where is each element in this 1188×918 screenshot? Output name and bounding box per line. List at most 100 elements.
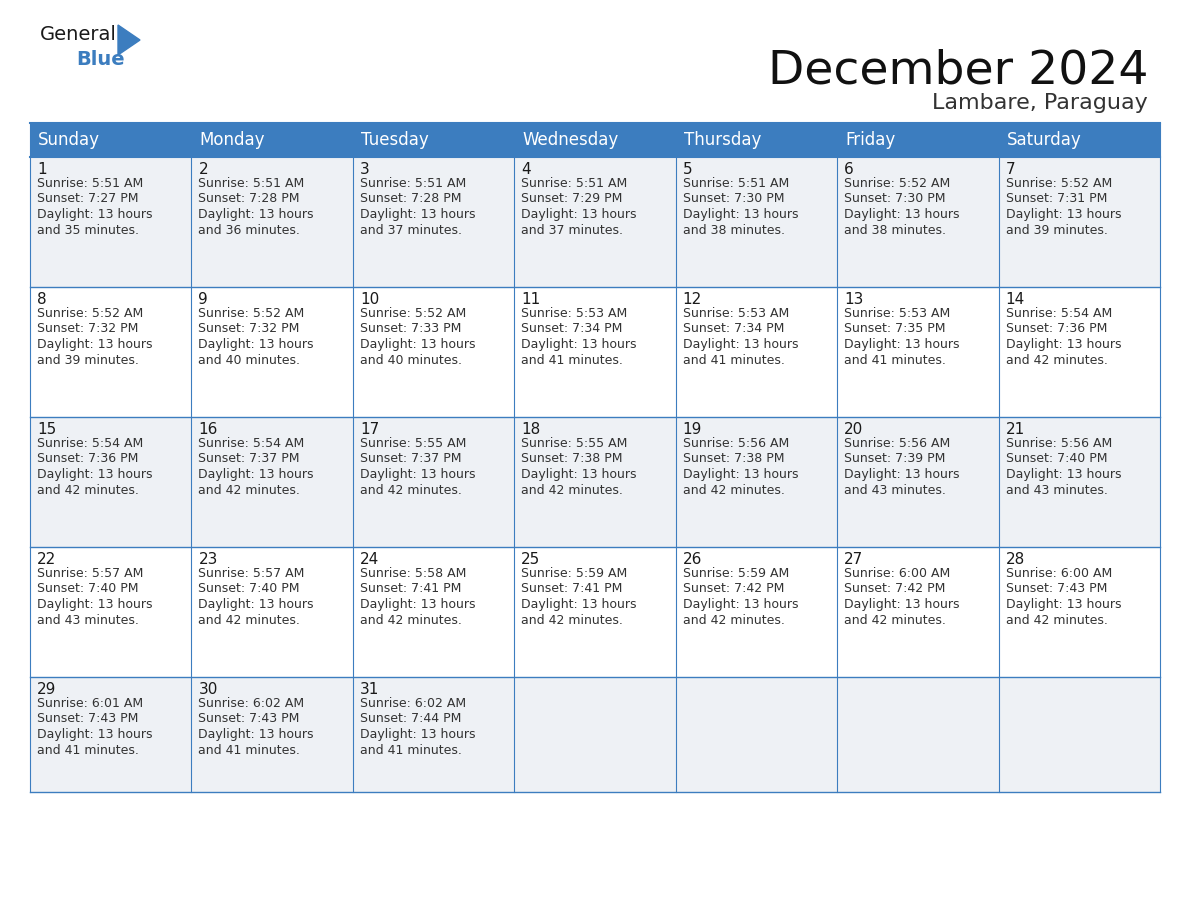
- Text: Sunset: 7:42 PM: Sunset: 7:42 PM: [845, 583, 946, 596]
- Text: Sunset: 7:27 PM: Sunset: 7:27 PM: [37, 193, 139, 206]
- Text: Daylight: 13 hours: Daylight: 13 hours: [37, 468, 152, 481]
- Bar: [838, 547, 999, 677]
- Text: Sunset: 7:37 PM: Sunset: 7:37 PM: [360, 453, 461, 465]
- Text: and 40 minutes.: and 40 minutes.: [360, 353, 462, 366]
- Text: Daylight: 13 hours: Daylight: 13 hours: [360, 468, 475, 481]
- Text: Daylight: 13 hours: Daylight: 13 hours: [37, 338, 152, 351]
- Text: 7: 7: [1005, 162, 1016, 177]
- Text: Daylight: 13 hours: Daylight: 13 hours: [37, 208, 152, 221]
- Bar: [514, 417, 676, 547]
- Bar: [191, 157, 353, 287]
- Text: Daylight: 13 hours: Daylight: 13 hours: [360, 598, 475, 611]
- Text: and 37 minutes.: and 37 minutes.: [360, 223, 462, 237]
- Text: and 41 minutes.: and 41 minutes.: [522, 353, 624, 366]
- Text: Sunrise: 6:02 AM: Sunrise: 6:02 AM: [360, 697, 466, 710]
- Text: 25: 25: [522, 552, 541, 567]
- Text: and 42 minutes.: and 42 minutes.: [360, 613, 462, 626]
- Bar: [999, 157, 1159, 287]
- Text: Sunset: 7:44 PM: Sunset: 7:44 PM: [360, 712, 461, 725]
- Text: Sunset: 7:36 PM: Sunset: 7:36 PM: [37, 453, 138, 465]
- Text: and 41 minutes.: and 41 minutes.: [37, 744, 139, 756]
- Text: Sunrise: 5:54 AM: Sunrise: 5:54 AM: [1005, 307, 1112, 320]
- Text: and 38 minutes.: and 38 minutes.: [683, 223, 785, 237]
- Text: Sunrise: 5:53 AM: Sunrise: 5:53 AM: [845, 307, 950, 320]
- Text: 18: 18: [522, 422, 541, 437]
- Bar: [514, 677, 676, 792]
- Text: 3: 3: [360, 162, 369, 177]
- Text: and 36 minutes.: and 36 minutes.: [198, 223, 301, 237]
- Text: Blue: Blue: [76, 50, 125, 69]
- Bar: [191, 677, 353, 792]
- Text: Sunrise: 5:52 AM: Sunrise: 5:52 AM: [37, 307, 144, 320]
- Text: Daylight: 13 hours: Daylight: 13 hours: [845, 208, 960, 221]
- Text: and 41 minutes.: and 41 minutes.: [360, 744, 462, 756]
- Text: Sunrise: 5:55 AM: Sunrise: 5:55 AM: [522, 437, 627, 450]
- Text: and 38 minutes.: and 38 minutes.: [845, 223, 946, 237]
- Text: Sunrise: 5:55 AM: Sunrise: 5:55 AM: [360, 437, 466, 450]
- Text: 19: 19: [683, 422, 702, 437]
- Text: Sunrise: 5:53 AM: Sunrise: 5:53 AM: [522, 307, 627, 320]
- Text: Daylight: 13 hours: Daylight: 13 hours: [683, 208, 798, 221]
- Text: Sunset: 7:41 PM: Sunset: 7:41 PM: [360, 583, 461, 596]
- Text: Sunset: 7:43 PM: Sunset: 7:43 PM: [37, 712, 138, 725]
- Text: Saturday: Saturday: [1006, 131, 1081, 149]
- Bar: [353, 547, 514, 677]
- Text: Sunrise: 5:51 AM: Sunrise: 5:51 AM: [198, 177, 304, 190]
- Text: and 42 minutes.: and 42 minutes.: [198, 484, 301, 497]
- Text: Sunrise: 5:53 AM: Sunrise: 5:53 AM: [683, 307, 789, 320]
- Text: Sunset: 7:30 PM: Sunset: 7:30 PM: [683, 193, 784, 206]
- Text: Sunrise: 5:51 AM: Sunrise: 5:51 AM: [37, 177, 144, 190]
- Text: and 41 minutes.: and 41 minutes.: [198, 744, 301, 756]
- Text: 20: 20: [845, 422, 864, 437]
- Text: 13: 13: [845, 292, 864, 307]
- Text: Daylight: 13 hours: Daylight: 13 hours: [522, 208, 637, 221]
- Text: Daylight: 13 hours: Daylight: 13 hours: [683, 468, 798, 481]
- Text: 17: 17: [360, 422, 379, 437]
- Text: Sunrise: 6:01 AM: Sunrise: 6:01 AM: [37, 697, 143, 710]
- Text: Sunrise: 5:51 AM: Sunrise: 5:51 AM: [683, 177, 789, 190]
- Text: and 42 minutes.: and 42 minutes.: [845, 613, 946, 626]
- Text: Sunset: 7:37 PM: Sunset: 7:37 PM: [198, 453, 299, 465]
- Text: Sunrise: 5:54 AM: Sunrise: 5:54 AM: [37, 437, 144, 450]
- Text: Sunset: 7:38 PM: Sunset: 7:38 PM: [522, 453, 623, 465]
- Text: Sunrise: 5:56 AM: Sunrise: 5:56 AM: [1005, 437, 1112, 450]
- Text: Daylight: 13 hours: Daylight: 13 hours: [522, 338, 637, 351]
- Bar: [999, 417, 1159, 547]
- Text: Daylight: 13 hours: Daylight: 13 hours: [1005, 468, 1121, 481]
- Text: 23: 23: [198, 552, 217, 567]
- Text: 11: 11: [522, 292, 541, 307]
- Bar: [514, 157, 676, 287]
- Bar: [514, 547, 676, 677]
- Bar: [353, 677, 514, 792]
- Text: and 42 minutes.: and 42 minutes.: [522, 613, 624, 626]
- Text: 15: 15: [37, 422, 56, 437]
- Text: Sunset: 7:43 PM: Sunset: 7:43 PM: [1005, 583, 1107, 596]
- Text: and 41 minutes.: and 41 minutes.: [683, 353, 784, 366]
- Text: 21: 21: [1005, 422, 1025, 437]
- Text: 27: 27: [845, 552, 864, 567]
- Text: Sunrise: 5:51 AM: Sunrise: 5:51 AM: [360, 177, 466, 190]
- Text: 10: 10: [360, 292, 379, 307]
- Text: Daylight: 13 hours: Daylight: 13 hours: [522, 468, 637, 481]
- Text: Sunrise: 5:54 AM: Sunrise: 5:54 AM: [198, 437, 304, 450]
- Text: Sunset: 7:33 PM: Sunset: 7:33 PM: [360, 322, 461, 335]
- Text: Sunset: 7:38 PM: Sunset: 7:38 PM: [683, 453, 784, 465]
- Text: Sunrise: 5:52 AM: Sunrise: 5:52 AM: [1005, 177, 1112, 190]
- Text: Daylight: 13 hours: Daylight: 13 hours: [845, 598, 960, 611]
- Text: and 42 minutes.: and 42 minutes.: [683, 484, 784, 497]
- Text: 28: 28: [1005, 552, 1025, 567]
- Text: Sunset: 7:34 PM: Sunset: 7:34 PM: [683, 322, 784, 335]
- Text: and 41 minutes.: and 41 minutes.: [845, 353, 946, 366]
- Text: Sunset: 7:40 PM: Sunset: 7:40 PM: [198, 583, 299, 596]
- Bar: [999, 677, 1159, 792]
- Text: 29: 29: [37, 682, 56, 697]
- Text: Sunrise: 5:58 AM: Sunrise: 5:58 AM: [360, 567, 466, 580]
- Bar: [191, 547, 353, 677]
- Bar: [191, 287, 353, 417]
- Text: 22: 22: [37, 552, 56, 567]
- Text: Sunset: 7:34 PM: Sunset: 7:34 PM: [522, 322, 623, 335]
- Text: Sunrise: 5:59 AM: Sunrise: 5:59 AM: [683, 567, 789, 580]
- Text: Daylight: 13 hours: Daylight: 13 hours: [522, 598, 637, 611]
- Text: and 42 minutes.: and 42 minutes.: [360, 484, 462, 497]
- Text: and 42 minutes.: and 42 minutes.: [1005, 613, 1107, 626]
